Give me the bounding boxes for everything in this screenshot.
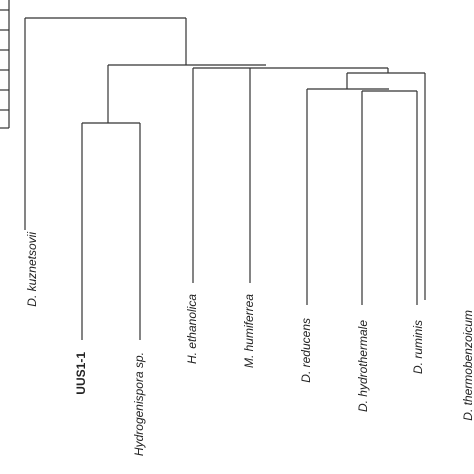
leaf-label: H. ethanolica <box>185 294 199 364</box>
leaf-label: UUS1-1 <box>74 352 88 395</box>
leaf-label: D. reducens <box>299 318 313 383</box>
leaf-label: D. kuznetsovii <box>25 232 39 307</box>
leaf-label: D. ruminis <box>411 320 425 374</box>
leaf-labels: D. kuznetsovii UUS1-1 Hydrogenispora sp.… <box>25 232 474 456</box>
leaf-label: D. thermobenzoicum <box>461 310 474 421</box>
leaf-label: D. hydrothermale <box>356 320 370 412</box>
tree-lines <box>0 0 426 340</box>
leaf-label: Hydrogenispora sp. <box>132 352 146 456</box>
leaf-label: M. humiferrea <box>242 294 256 368</box>
